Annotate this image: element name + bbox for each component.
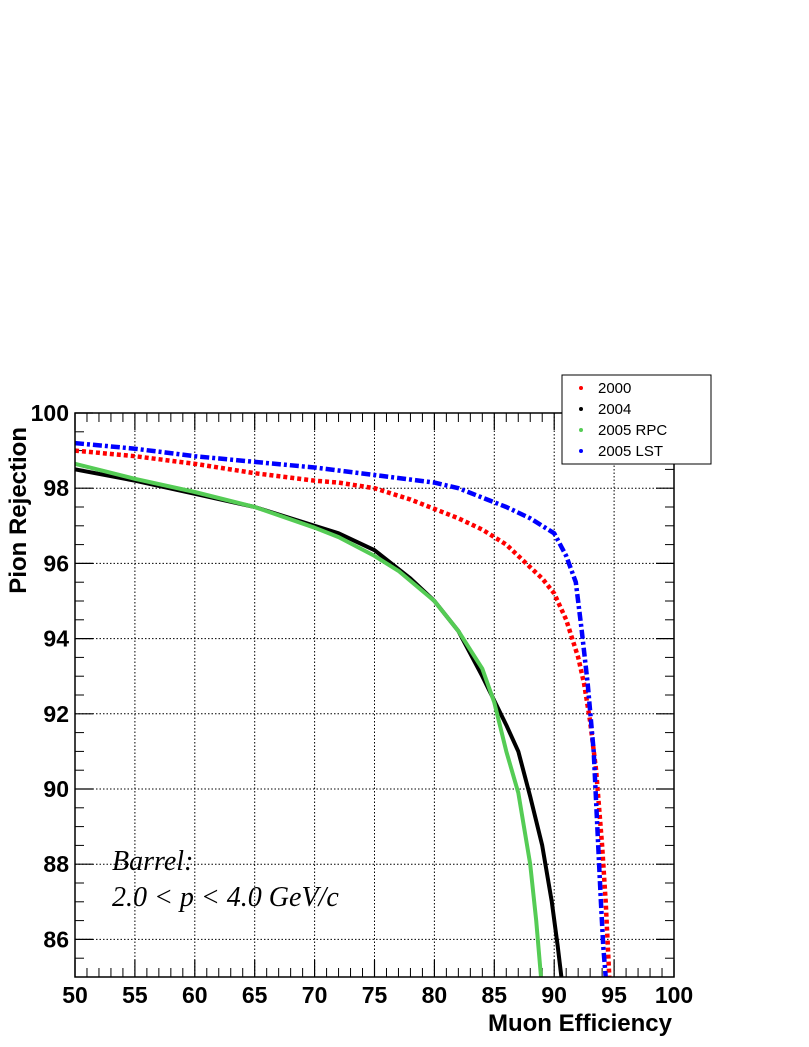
series-line-3 xyxy=(75,440,608,977)
y-tick-label: 98 xyxy=(43,475,69,501)
tick-labels: 50 55 60 65 70 75 80 85 90 95 100 86 88 90 92 94 96 98 100 xyxy=(31,400,694,1008)
legend-marker xyxy=(579,449,583,453)
y-tick-label: 96 xyxy=(43,550,69,576)
x-tick-label: 100 xyxy=(655,982,693,1008)
series-line-2 xyxy=(75,461,543,977)
x-tick-label: 70 xyxy=(302,982,328,1008)
y-tick-label: 86 xyxy=(43,926,69,952)
legend-marker xyxy=(579,428,583,432)
y-axis-title: Pion Rejection xyxy=(5,427,32,594)
plot-frame xyxy=(74,412,675,978)
y-tick-label: 94 xyxy=(43,626,69,652)
annotation: Barrel: 2.0 < p < 4.0 GeV/c xyxy=(112,846,339,913)
y-tick-label: 100 xyxy=(31,400,69,426)
x-tick-label: 85 xyxy=(482,982,508,1008)
y-tick-label: 90 xyxy=(43,776,69,802)
legend-entry-label: 2004 xyxy=(598,401,631,418)
x-tick-label: 75 xyxy=(362,982,388,1008)
y-tick-label: 88 xyxy=(43,851,69,877)
annotation-line-1: Barrel: xyxy=(112,846,193,877)
x-tick-label: 60 xyxy=(182,982,208,1008)
x-tick-label: 65 xyxy=(242,982,268,1008)
legend-box xyxy=(561,374,712,465)
grid-lines xyxy=(75,413,674,977)
legend-marker xyxy=(579,386,583,390)
legend-entry-label: 2005 RPC xyxy=(598,422,667,439)
series-layer xyxy=(75,440,612,977)
annotation-line-2: 2.0 < p < 4.0 GeV/c xyxy=(112,882,339,913)
legend: 2000 2004 2005 RPC 2005 LST xyxy=(561,374,712,465)
x-tick-label: 90 xyxy=(541,982,567,1008)
x-tick-label: 50 xyxy=(62,982,88,1008)
legend-entry-label: 2005 LST xyxy=(598,443,663,460)
x-tick-label: 95 xyxy=(601,982,627,1008)
y-tick-label: 92 xyxy=(43,701,69,727)
x-tick-label: 55 xyxy=(122,982,148,1008)
legend-marker xyxy=(579,407,583,411)
x-axis-title: Muon Efficiency xyxy=(488,1010,673,1037)
x-tick-label: 80 xyxy=(422,982,448,1008)
legend-entry-label: 2000 xyxy=(598,380,631,397)
